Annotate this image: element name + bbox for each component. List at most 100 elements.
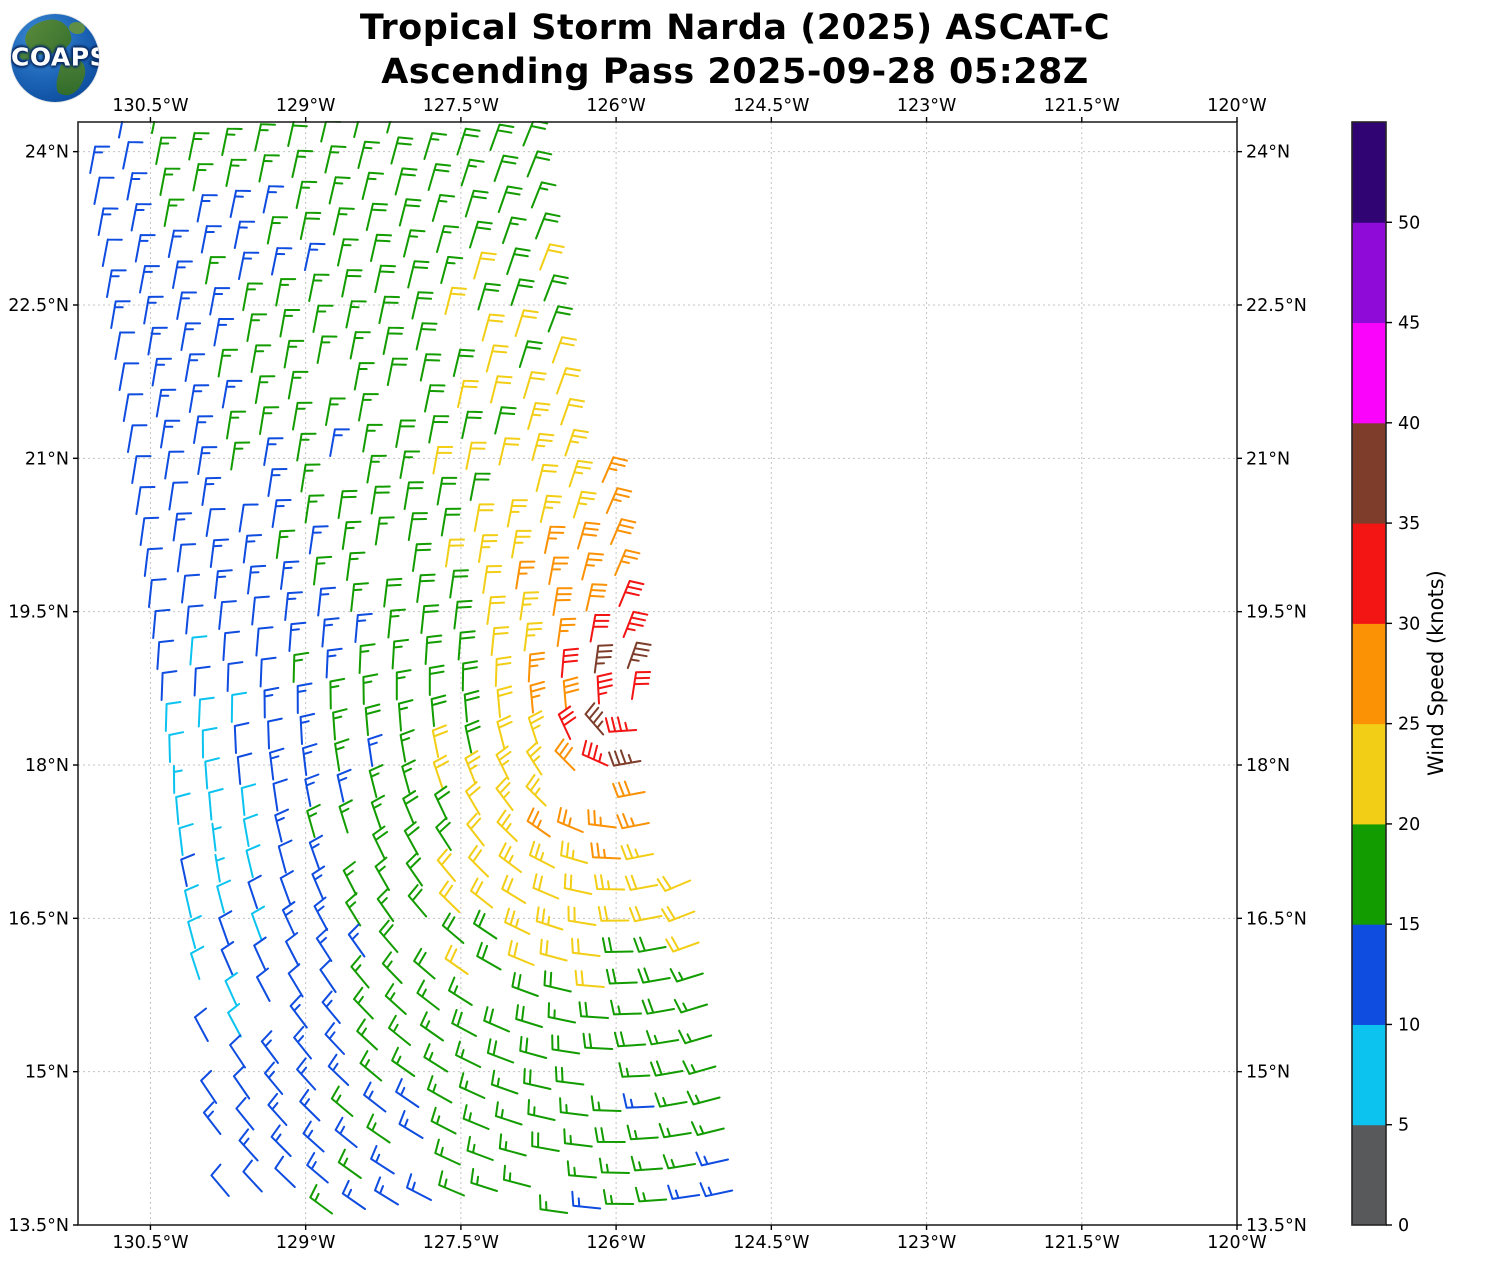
wind-barb [262, 185, 285, 214]
wind-barb [548, 556, 570, 585]
wind-barb [490, 626, 510, 656]
wind-barb [630, 1155, 663, 1172]
lon-tick-label-bottom: 126°W [586, 1233, 645, 1253]
wind-barb [604, 716, 638, 733]
wind-barb [189, 635, 208, 666]
wind-barb [493, 154, 519, 182]
wind-barb [515, 1004, 543, 1028]
wind-barb [135, 486, 156, 515]
wind-barb [370, 233, 392, 262]
wind-barb [229, 1034, 246, 1069]
wind-barb [563, 1128, 593, 1148]
wind-barb [374, 1176, 399, 1206]
wind-barb [143, 295, 164, 325]
chart-title-line2: Ascending Pass 2025-09-28 05:28Z [381, 52, 1089, 92]
wind-barb [209, 287, 231, 316]
wind-barb [127, 424, 148, 453]
lon-tick-label-top: 123°W [897, 96, 956, 116]
wind-barb [176, 543, 197, 573]
wind-barb [260, 1030, 279, 1064]
wind-barb [386, 121, 392, 134]
wind-barb [496, 685, 513, 718]
wind-barb [581, 552, 604, 581]
wind-barb [515, 560, 536, 590]
wind-barb [394, 167, 418, 196]
wind-barb [557, 705, 577, 740]
wind-barb [523, 1068, 552, 1090]
wind-barb [233, 722, 250, 754]
wind-barb [235, 1096, 255, 1131]
wind-barb [690, 1121, 725, 1136]
wind-barb [527, 710, 544, 745]
lon-tick-label-top: 121.5°W [1044, 96, 1120, 116]
wind-barb [159, 167, 181, 196]
wind-barb [292, 651, 310, 683]
wind-barb [289, 994, 308, 1029]
tick-marks [73, 117, 1242, 1230]
wind-barb [590, 1095, 622, 1112]
wind-barb [368, 764, 384, 798]
wind-barb [263, 686, 280, 719]
wind-barb [654, 1092, 688, 1108]
wind-barb [455, 1040, 482, 1068]
wind-barb [564, 428, 589, 457]
wind-barb [264, 1061, 284, 1095]
wind-barb [610, 999, 642, 1016]
wind-barb [122, 141, 144, 170]
wind-barb [667, 1184, 701, 1200]
wind-barb [359, 1050, 383, 1082]
wind-barb [168, 731, 185, 763]
colorbar-tick-label: 35 [1398, 514, 1420, 534]
wind-barb [584, 702, 605, 736]
wind-barb [497, 185, 523, 213]
wind-barb [184, 884, 199, 918]
wind-barb [527, 1099, 556, 1121]
wind-barb [624, 874, 659, 891]
wind-barb [315, 927, 333, 962]
wind-barb [316, 335, 338, 364]
wind-barb [292, 401, 313, 431]
wind-barb [543, 274, 569, 302]
chart-title-line1: Tropical Storm Narda (2025) ASCAT-C [359, 8, 1111, 48]
wind-barb [440, 255, 464, 284]
wind-barb [370, 1145, 395, 1175]
wind-barb [460, 158, 485, 187]
wind-barb [523, 371, 547, 399]
wind-barb [172, 260, 193, 289]
lat-tick-label-right: 22.5°N [1246, 296, 1307, 316]
wind-barb [163, 198, 185, 227]
wind-barb [152, 608, 171, 639]
colorbar-tick-label: 20 [1398, 815, 1420, 835]
wind-barb [490, 1069, 519, 1095]
wind-barb [574, 969, 605, 988]
wind-barb [245, 844, 261, 878]
colorbar-segment [1352, 924, 1386, 1025]
wind-barb [387, 608, 406, 639]
wind-barb [374, 516, 395, 546]
wind-barb [200, 1069, 218, 1104]
wind-barb [284, 591, 303, 621]
wind-barb [279, 870, 294, 905]
wind-barb [511, 529, 532, 559]
wind-barb [302, 1120, 325, 1153]
wind-barb [530, 181, 557, 209]
wind-barb [490, 375, 513, 404]
wind-barb [342, 861, 357, 896]
wind-barb [131, 455, 152, 484]
wind-barb [313, 896, 329, 931]
wind-barb [633, 936, 667, 953]
wind-barb [525, 741, 543, 776]
wind-barb [259, 406, 280, 435]
wind-barb [250, 344, 272, 373]
wind-barb [438, 1170, 465, 1197]
wind-barb [464, 189, 489, 218]
wind-barb [525, 774, 547, 807]
wind-barb [230, 441, 251, 471]
wind-barb [196, 194, 218, 223]
wind-barb [608, 749, 642, 767]
wind-barb [101, 238, 123, 267]
wind-barb [402, 790, 419, 825]
wind-barb [302, 743, 318, 776]
wind-barb [494, 406, 517, 435]
